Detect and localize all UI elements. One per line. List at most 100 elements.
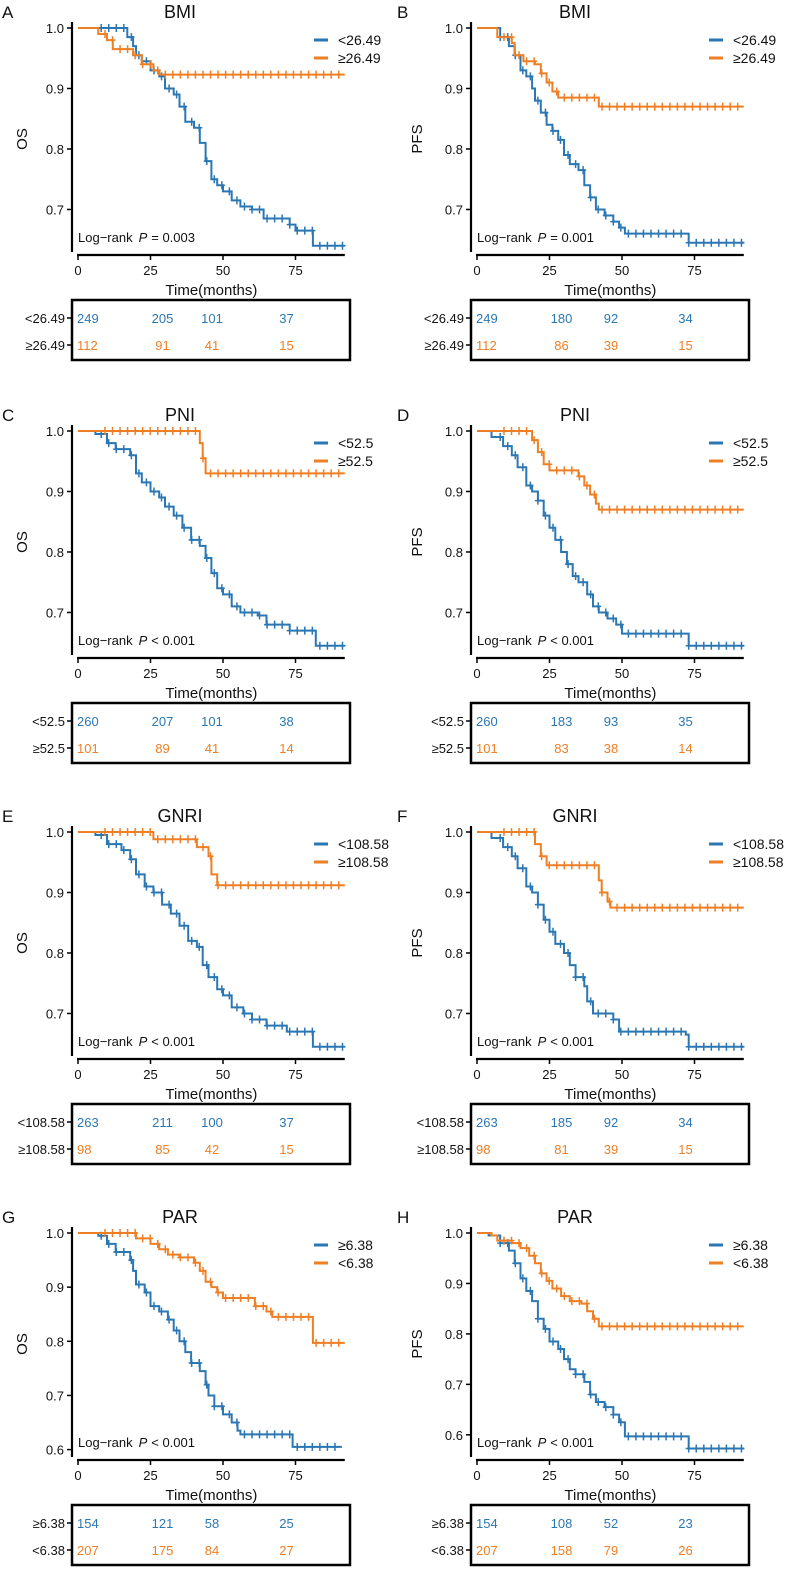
censor-mark	[252, 70, 259, 79]
panel-a: A BMI 0.7 0.8 0.9 1.0 0 25 50 75 Time(months) OS <26…	[2, 2, 381, 362]
censor-mark	[681, 903, 688, 912]
logrank-annotation: Log−rank P < 0.001	[477, 633, 594, 648]
censor-mark	[282, 469, 289, 478]
censor-mark	[162, 70, 169, 79]
x-tick-label: 50	[216, 263, 230, 278]
censor-mark	[598, 505, 605, 514]
censor-mark	[256, 611, 263, 620]
survival-curve-group1	[477, 430, 744, 647]
censor-mark	[553, 466, 560, 475]
risk-count: 37	[279, 1115, 293, 1130]
censor-mark	[301, 226, 308, 235]
censor-mark	[252, 1302, 259, 1311]
censor-mark	[614, 102, 621, 111]
censor-mark	[632, 229, 639, 238]
x-axis-label: Time(months)	[165, 1086, 257, 1103]
legend-label: <26.49	[733, 32, 776, 48]
censor-mark	[610, 1410, 617, 1419]
censor-mark	[719, 102, 726, 111]
censor-mark	[512, 451, 519, 460]
censor-mark	[678, 629, 685, 638]
censor-mark	[320, 881, 327, 890]
x-tick-label: 50	[216, 1468, 230, 1483]
censor-mark	[576, 93, 583, 102]
x-tick-label: 25	[143, 263, 157, 278]
censor-mark	[704, 102, 711, 111]
censor-mark	[730, 1444, 737, 1453]
censor-mark	[192, 427, 199, 435]
censor-mark	[715, 238, 722, 247]
risk-count: 207	[77, 1543, 99, 1558]
censor-mark	[538, 448, 545, 457]
censor-mark	[105, 1239, 112, 1248]
y-tick-label: 0.6	[445, 1428, 463, 1443]
censor-mark	[712, 903, 719, 912]
legend-label: ≥52.5	[338, 453, 373, 469]
risk-count: 260	[77, 714, 99, 729]
censor-mark	[546, 861, 553, 870]
censor-mark	[568, 861, 575, 870]
censor-mark	[727, 102, 734, 111]
censor-mark	[237, 1293, 244, 1302]
censor-mark	[320, 469, 327, 478]
censor-mark	[617, 1418, 624, 1427]
logrank-prefix: Log−rank	[78, 230, 133, 245]
censor-mark	[313, 1338, 320, 1347]
censor-mark	[233, 196, 240, 205]
risk-count: 39	[604, 338, 618, 353]
censor-mark	[655, 629, 662, 638]
risk-count: 185	[551, 1115, 573, 1130]
censor-mark	[207, 852, 214, 861]
censor-mark	[105, 24, 112, 32]
censor-mark	[132, 828, 139, 836]
censor-mark	[587, 590, 594, 599]
censor-mark	[199, 70, 206, 79]
censor-mark	[199, 454, 206, 463]
risk-row-label: <52.5	[431, 714, 464, 729]
y-tick-label: 0.7	[445, 1377, 463, 1392]
censor-mark	[245, 70, 252, 79]
censor-mark	[181, 523, 188, 532]
risk-row-label: ≥108.58	[417, 1142, 464, 1157]
censor-mark	[565, 151, 572, 160]
censor-mark	[290, 469, 297, 478]
risk-count: 101	[476, 741, 498, 756]
censor-mark	[177, 1253, 184, 1262]
censor-mark	[290, 1312, 297, 1321]
y-axis-label: PFS	[409, 1329, 426, 1358]
censor-mark	[614, 903, 621, 912]
censor-mark	[196, 123, 203, 132]
censor-mark	[222, 70, 229, 79]
censor-mark	[233, 602, 240, 611]
censor-mark	[184, 70, 191, 79]
legend-label: ≥6.38	[338, 1237, 373, 1253]
censor-mark	[527, 1287, 534, 1296]
censor-mark	[181, 102, 188, 111]
censor-mark	[109, 427, 116, 435]
censor-mark	[583, 1299, 590, 1308]
logrank-annotation: Log−rank P < 0.001	[477, 1435, 594, 1450]
censor-mark	[730, 1042, 737, 1051]
risk-count: 101	[201, 311, 223, 326]
censor-mark	[516, 1239, 523, 1248]
x-tick-label: 25	[143, 1067, 157, 1082]
censor-mark	[512, 1259, 519, 1268]
censor-mark	[727, 1322, 734, 1331]
censor-mark	[666, 903, 673, 912]
censor-mark	[203, 1380, 210, 1389]
censor-mark	[154, 1239, 161, 1248]
censor-mark	[245, 469, 252, 478]
risk-row-label: <52.5	[32, 714, 65, 729]
censor-mark	[120, 846, 127, 855]
risk-count: 38	[604, 741, 618, 756]
censor-mark	[313, 70, 320, 79]
p-value: < 0.001	[151, 633, 195, 648]
censor-mark	[598, 1322, 605, 1331]
censor-mark	[316, 241, 323, 250]
censor-mark	[305, 70, 312, 79]
risk-table-box	[469, 701, 751, 765]
x-axis-label: Time(months)	[165, 1487, 257, 1504]
censor-mark	[666, 505, 673, 514]
censor-mark	[301, 1027, 308, 1036]
censor-mark	[534, 1314, 541, 1323]
